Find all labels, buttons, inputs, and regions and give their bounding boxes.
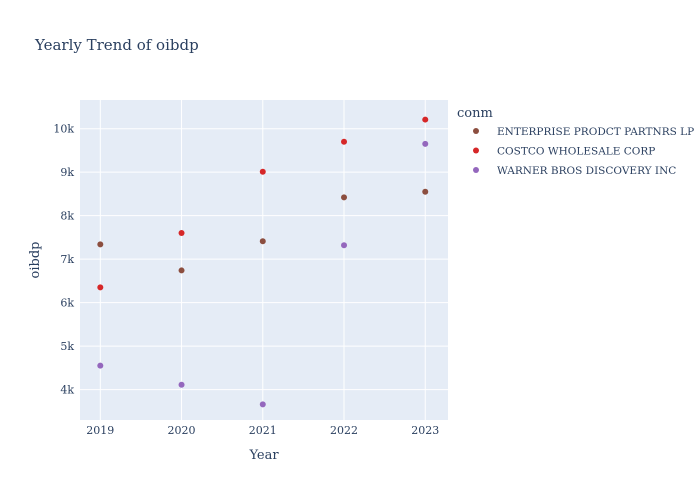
data-point-series-1[interactable] (341, 194, 348, 201)
data-point-series-2[interactable] (259, 168, 266, 175)
x-tick-labels: 2019 2020 2021 2022 2023 (86, 424, 439, 437)
data-point-series-1[interactable] (422, 188, 429, 195)
x-tick-label: 2020 (168, 424, 196, 437)
legend-marker[interactable] (473, 147, 479, 154)
x-tick-label: 2023 (411, 424, 439, 437)
legend-label[interactable]: ENTERPRISE PRODCT PARTNRS LP (497, 126, 694, 138)
legend-marker[interactable] (473, 167, 479, 173)
data-point-series-3[interactable] (259, 401, 266, 408)
x-tick-label: 2022 (330, 424, 358, 437)
data-point-series-2[interactable] (97, 284, 104, 291)
plot-area (80, 100, 448, 420)
y-tick-label: 9k (60, 166, 74, 179)
data-point-series-1[interactable] (259, 238, 266, 245)
y-axis-title: oibdp (28, 242, 43, 279)
data-point-series-1[interactable] (178, 267, 185, 274)
data-point-series-2[interactable] (178, 230, 185, 237)
x-tick-label: 2019 (86, 424, 114, 437)
y-tick-label: 7k (60, 253, 74, 266)
x-tick-label: 2021 (249, 424, 277, 437)
legend-label[interactable]: WARNER BROS DISCOVERY INC (497, 165, 676, 177)
data-points (97, 116, 429, 408)
legend-label[interactable]: COSTCO WHOLESALE CORP (497, 146, 655, 158)
x-axis-title: Year (248, 448, 279, 463)
data-point-series-3[interactable] (422, 140, 429, 147)
legend-marker[interactable] (473, 128, 479, 134)
y-tick-label: 8k (60, 210, 74, 223)
chart-title: Yearly Trend of oibdp (34, 36, 199, 54)
data-point-series-3[interactable] (341, 242, 348, 249)
data-point-series-1[interactable] (97, 241, 104, 248)
y-tick-label: 6k (60, 297, 74, 310)
y-tick-label: 10k (53, 123, 74, 136)
data-point-series-3[interactable] (97, 362, 104, 369)
data-point-series-2[interactable] (341, 138, 348, 145)
y-tick-label: 5k (60, 340, 74, 353)
y-tick-label: 4k (60, 384, 74, 397)
data-point-series-3[interactable] (178, 381, 185, 388)
legend: conm ENTERPRISE PRODCT PARTNRS LP COSTCO … (457, 106, 694, 177)
legend-title: conm (457, 106, 493, 121)
y-tick-labels: 4k 5k 6k 7k 8k 9k 10k (53, 123, 74, 397)
data-point-series-2[interactable] (422, 116, 429, 123)
